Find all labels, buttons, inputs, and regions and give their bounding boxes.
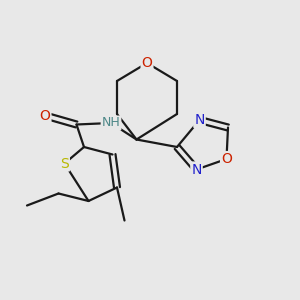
Text: O: O (221, 152, 232, 166)
Text: S: S (60, 157, 69, 170)
Text: NH: NH (102, 116, 120, 130)
Text: N: N (194, 113, 205, 127)
Text: O: O (40, 109, 50, 122)
Text: N: N (191, 163, 202, 176)
Text: O: O (142, 56, 152, 70)
